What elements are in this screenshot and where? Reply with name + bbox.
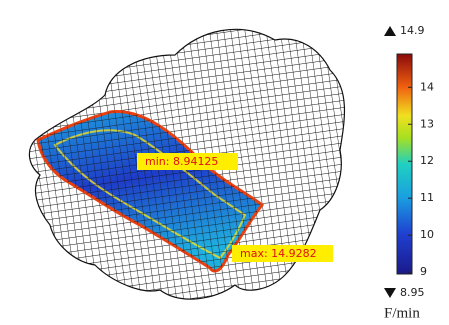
colorbar-tick-label: 13 <box>420 117 434 130</box>
colorbar-tick-label: 10 <box>420 228 434 241</box>
colorbar-max-label: 14.9 <box>400 24 425 37</box>
colorbar-tick-label: 12 <box>420 154 434 167</box>
min-marker <box>384 288 396 298</box>
colorbar-label: F/min <box>384 305 420 321</box>
colorbar-tick-label: 14 <box>420 80 434 93</box>
annotation: max: 14.9282 <box>240 247 317 260</box>
colorbar-tick-label: 11 <box>420 191 434 204</box>
colorbar-min-label: 8.95 <box>400 286 425 299</box>
colorbar-tick-label: 9 <box>420 265 427 278</box>
max-marker <box>384 26 396 36</box>
annotation: min: 8.94125 <box>145 155 218 168</box>
chart: min: 8.94125 max: 14.9282 9 10 11 12 13 14 14.… <box>0 0 449 325</box>
